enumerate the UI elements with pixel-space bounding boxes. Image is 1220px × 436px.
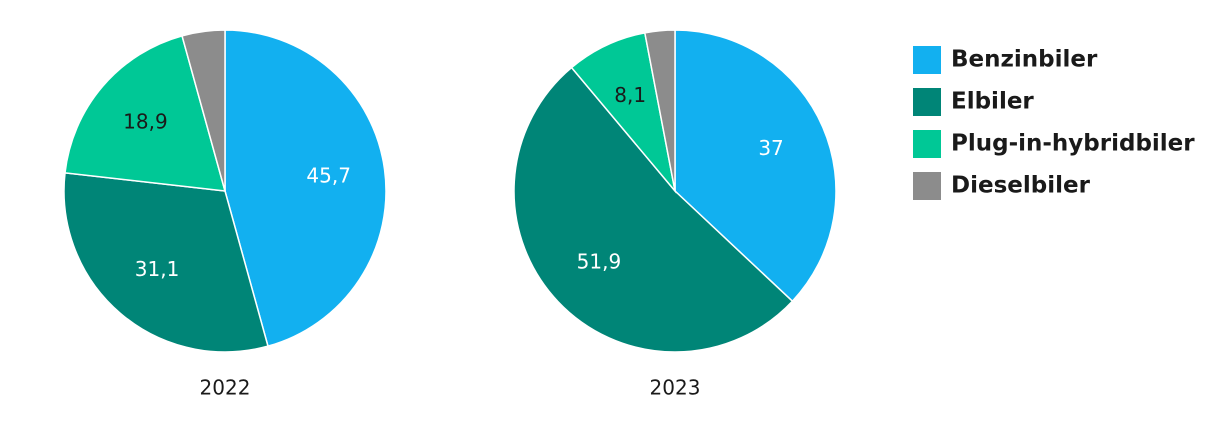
slice-label: 45,7: [306, 163, 351, 187]
legend-swatch: [913, 46, 941, 74]
legend-label: Plug-in-hybridbiler: [951, 131, 1195, 157]
pie-slice: [224, 29, 387, 348]
legend-swatch: [913, 172, 941, 200]
pie-slice: [674, 29, 837, 303]
legend-label: Dieselbiler: [951, 173, 1091, 199]
pie-slice: [643, 29, 676, 192]
pie-slice: [64, 34, 227, 192]
slice-label: 8,1: [614, 83, 646, 107]
slice-label: 31,1: [135, 257, 180, 281]
pie-title: 2023: [650, 376, 701, 400]
pie-slice: [513, 66, 794, 353]
slice-label: 51,9: [577, 249, 622, 273]
pie-slice: [63, 172, 269, 353]
legend-label: Elbiler: [951, 89, 1034, 115]
slice-label: 37: [758, 136, 783, 160]
legend-swatch: [913, 88, 941, 116]
slice-label: 18,9: [123, 110, 168, 134]
legend-label: Benzinbiler: [951, 47, 1098, 73]
pie-title: 2022: [200, 376, 251, 400]
pie-slice: [181, 29, 226, 192]
legend-swatch: [913, 130, 941, 158]
